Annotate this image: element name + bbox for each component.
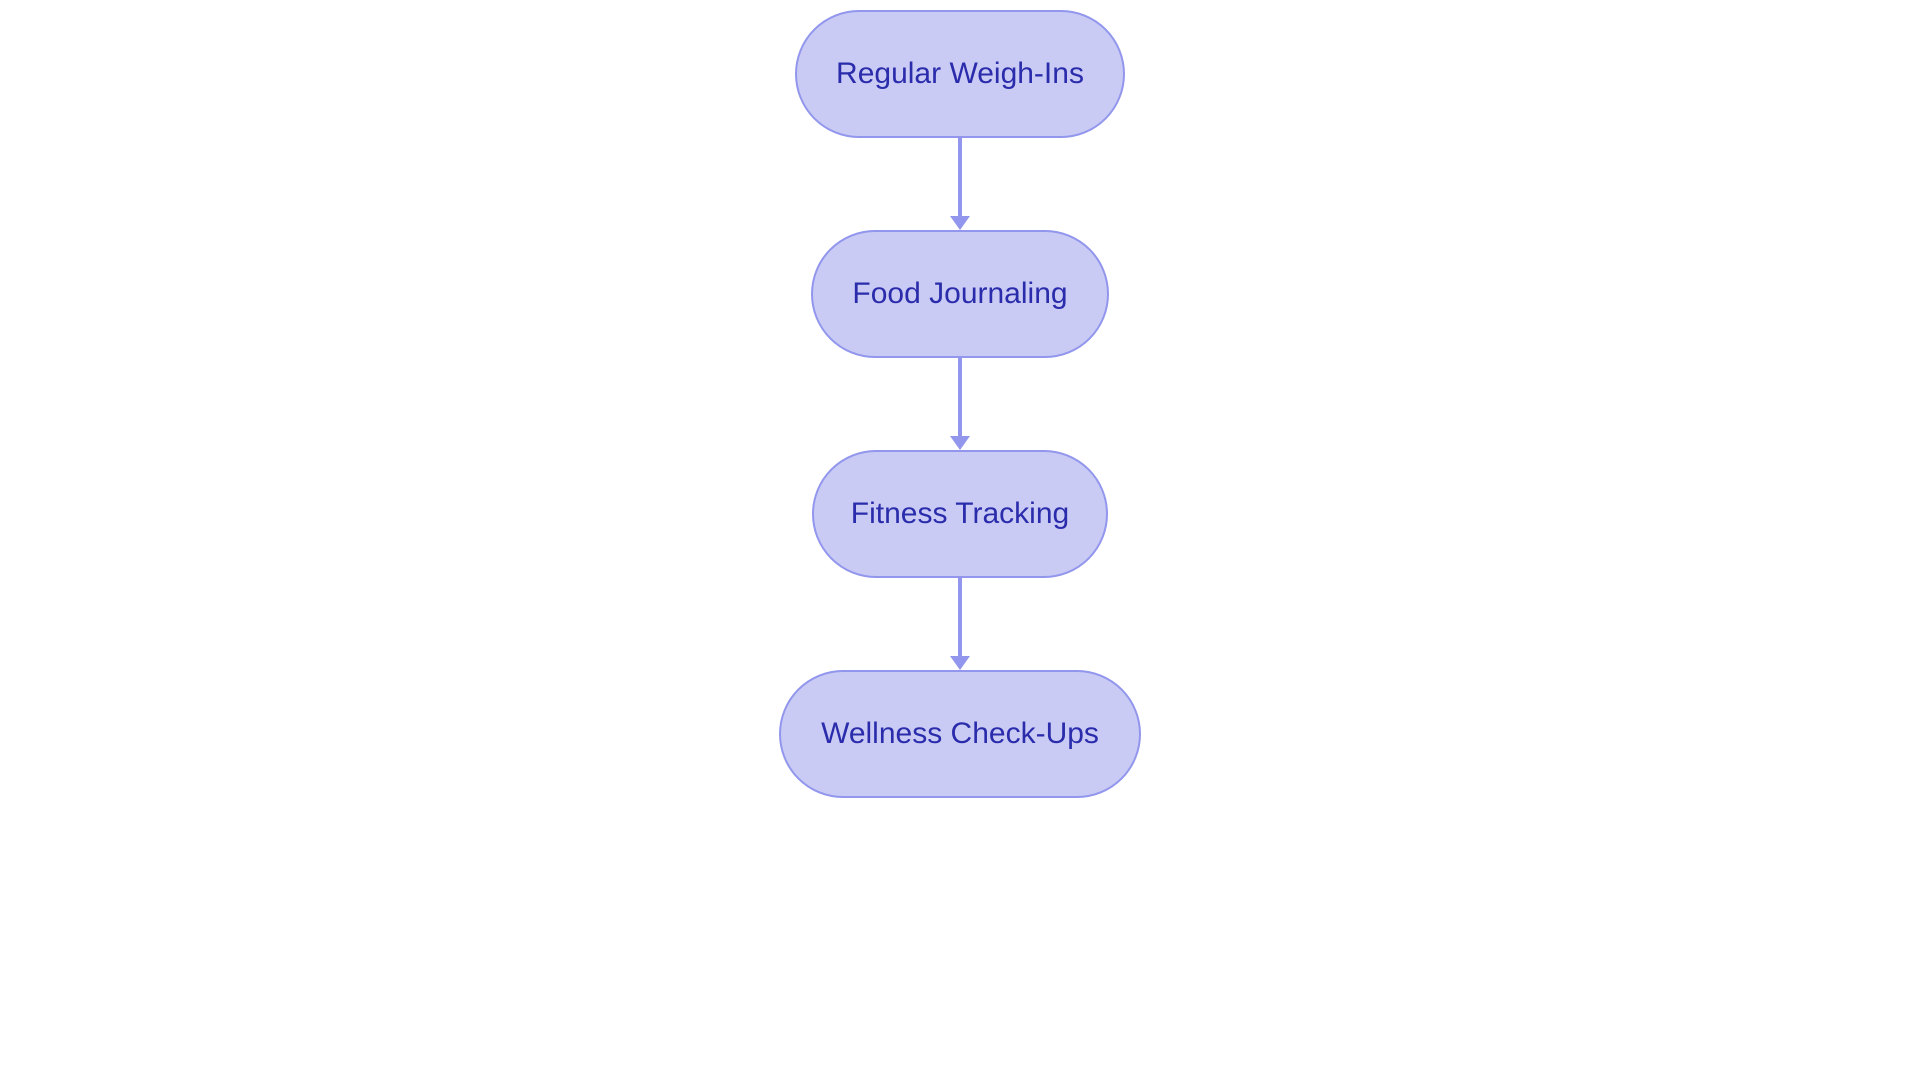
flowchart-edge — [950, 578, 970, 670]
flowchart-node-label: Food Journaling — [852, 277, 1067, 311]
flowchart-edge — [950, 358, 970, 450]
flowchart-edge-line — [958, 358, 962, 436]
flowchart-node: Fitness Tracking — [812, 450, 1108, 578]
flowchart-edge — [950, 138, 970, 230]
flowchart-node: Food Journaling — [811, 230, 1109, 358]
arrow-down-icon — [950, 656, 970, 670]
arrow-down-icon — [950, 436, 970, 450]
flowchart-node-label: Wellness Check-Ups — [821, 717, 1099, 751]
flowchart-node: Regular Weigh-Ins — [795, 10, 1125, 138]
flowchart-container: Regular Weigh-Ins Food Journaling Fitness … — [779, 0, 1141, 798]
flowchart-node: Wellness Check-Ups — [779, 670, 1141, 798]
flowchart-edge-line — [958, 578, 962, 656]
flowchart-node-label: Fitness Tracking — [851, 497, 1069, 531]
flowchart-node-label: Regular Weigh-Ins — [836, 57, 1084, 91]
flowchart-edge-line — [958, 138, 962, 216]
arrow-down-icon — [950, 216, 970, 230]
